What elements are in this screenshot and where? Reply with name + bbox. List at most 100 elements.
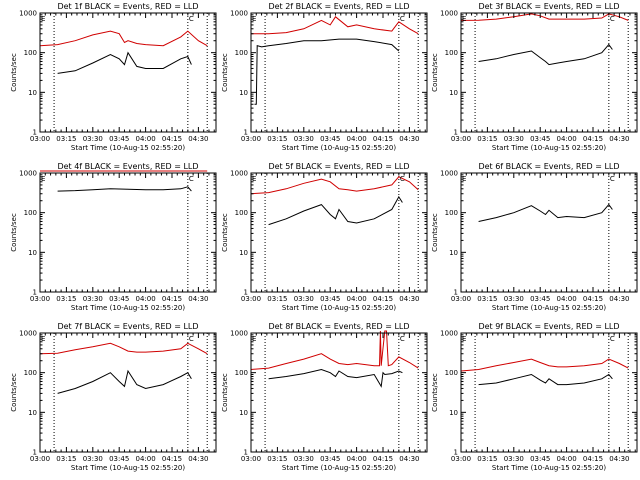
x-tick-label: 03:45 [320, 135, 340, 143]
marker-label-E: E [252, 15, 256, 23]
y-axis-label: Counts/sec [431, 373, 439, 412]
x-axis-label: Start Time (10-Aug-15 02:55:20) [492, 304, 606, 312]
series-events [254, 38, 400, 105]
x-tick-label: 04:15 [373, 455, 393, 463]
y-tick-label: 1 [244, 289, 248, 297]
y-tick-label: 100 [24, 369, 37, 377]
chart-panel-3: Det 3f BLACK = Events, RED = LLD 1 10 100 10… [431, 2, 638, 152]
x-tick-label: 03:30 [294, 455, 314, 463]
series-events [478, 43, 613, 66]
series-events [268, 368, 403, 388]
marker-label-C: C [400, 335, 405, 343]
x-tick-label: 04:00 [347, 455, 367, 463]
x-tick-label: 03:30 [294, 135, 314, 143]
series-lld [251, 330, 419, 370]
series-events [57, 369, 192, 394]
y-axis-label: Counts/sec [221, 53, 229, 92]
chart-title: Det 6f BLACK = Events, RED = LLD [478, 162, 619, 171]
x-axis-label: Start Time (10-Aug-15 02:55:20) [282, 464, 396, 472]
x-tick-label: 03:45 [530, 295, 550, 303]
marker-label-C: C [400, 175, 405, 183]
y-tick-label: 10 [28, 409, 37, 417]
chart-panel-2: Det 2f BLACK = Events, RED = LLD 1 10 100 10… [221, 2, 428, 152]
chart-panel-7: Det 7f BLACK = Events, RED = LLD 1 10 100 10… [10, 322, 217, 472]
x-tick-label: 03:30 [294, 295, 314, 303]
y-tick-label: 10 [239, 249, 248, 257]
chart-panel-4: Det 4f BLACK = Events, RED = LLD 1 10 100 10… [10, 162, 217, 312]
series-lld [40, 30, 208, 47]
x-tick-label: 04:15 [373, 295, 393, 303]
marker-label-E: E [462, 335, 466, 343]
marker-label-E: E [41, 335, 45, 343]
y-tick-label: 100 [235, 369, 248, 377]
y-tick-label: 1 [454, 449, 458, 457]
x-tick-label: 03:45 [530, 135, 550, 143]
chart-title: Det 3f BLACK = Events, RED = LLD [478, 2, 619, 11]
x-tick-label: 03:30 [83, 455, 103, 463]
x-tick-label: 03:00 [241, 135, 261, 143]
marker-label-C: C [189, 175, 194, 183]
x-tick-label: 03:00 [451, 135, 471, 143]
plot-frame [250, 332, 428, 453]
plot-frame [460, 172, 638, 293]
x-tick-label: 04:30 [399, 295, 419, 303]
x-tick-label: 03:00 [451, 295, 471, 303]
y-tick-label: 1000 [440, 330, 458, 338]
series-lld [251, 176, 419, 195]
x-tick-label: 03:15 [477, 455, 497, 463]
y-axis-label: Counts/sec [10, 213, 18, 252]
x-tick-label: 03:00 [241, 455, 261, 463]
x-tick-label: 04:00 [557, 455, 577, 463]
x-tick-label: 03:45 [530, 455, 550, 463]
x-tick-label: 03:15 [56, 295, 76, 303]
y-axis-label: Counts/sec [431, 213, 439, 252]
x-axis-label: Start Time (10-Aug-15 02:55:20) [282, 304, 396, 312]
x-tick-label: 04:30 [188, 295, 208, 303]
y-tick-label: 10 [449, 89, 458, 97]
y-tick-label: 100 [445, 369, 458, 377]
x-tick-label: 04:00 [136, 455, 156, 463]
y-axis-label: Counts/sec [10, 373, 18, 412]
x-tick-label: 03:45 [109, 135, 129, 143]
x-tick-label: 04:30 [188, 135, 208, 143]
x-axis-label: Start Time (10-Aug-15 02:55:20) [282, 144, 396, 152]
y-tick-label: 1000 [230, 330, 248, 338]
chart-title: Det 1f BLACK = Events, RED = LLD [57, 2, 198, 11]
marker-label-E: E [462, 175, 466, 183]
series-events [478, 203, 613, 222]
x-tick-label: 04:15 [583, 135, 603, 143]
y-tick-label: 10 [28, 89, 37, 97]
x-tick-label: 03:15 [267, 295, 287, 303]
x-tick-label: 03:15 [477, 135, 497, 143]
chart-title: Det 4f BLACK = Events, RED = LLD [57, 162, 198, 171]
x-tick-label: 04:00 [347, 135, 367, 143]
series-lld [251, 16, 419, 35]
x-tick-label: 04:15 [373, 135, 393, 143]
marker-label-E: E [462, 15, 466, 23]
y-axis-label: Counts/sec [431, 53, 439, 92]
y-tick-label: 1000 [230, 170, 248, 178]
x-tick-label: 03:15 [56, 455, 76, 463]
x-tick-label: 03:15 [56, 135, 76, 143]
y-tick-label: 1 [454, 289, 458, 297]
plot-frame [250, 172, 428, 293]
chart-title: Det 5f BLACK = Events, RED = LLD [268, 162, 409, 171]
y-tick-label: 1 [244, 129, 248, 137]
plot-frame [39, 12, 217, 133]
y-tick-label: 1000 [19, 330, 37, 338]
y-tick-label: 1000 [230, 10, 248, 18]
x-tick-label: 04:00 [557, 135, 577, 143]
plot-frame [39, 172, 217, 293]
x-tick-label: 04:30 [399, 455, 419, 463]
x-tick-label: 03:15 [267, 135, 287, 143]
chart-title: Det 7f BLACK = Events, RED = LLD [57, 322, 198, 331]
x-tick-label: 03:30 [83, 135, 103, 143]
x-tick-label: 04:15 [162, 295, 182, 303]
y-tick-label: 100 [235, 209, 248, 217]
x-tick-label: 04:15 [583, 295, 603, 303]
x-tick-label: 04:30 [609, 135, 629, 143]
x-axis-label: Start Time (10-Aug-15 02:55:20) [71, 304, 185, 312]
marker-label-C: C [610, 175, 615, 183]
y-tick-label: 1000 [19, 170, 37, 178]
